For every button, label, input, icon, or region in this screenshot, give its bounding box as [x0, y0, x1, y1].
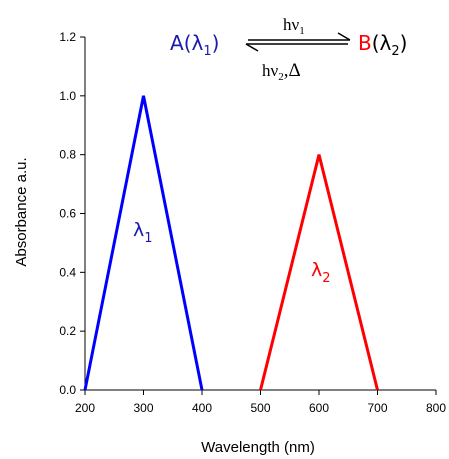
x-tick-label: 500	[250, 401, 270, 415]
y-tick-label: 0.2	[59, 324, 76, 338]
y-tick-label: 1.2	[59, 30, 76, 44]
species-b-letter: B	[358, 31, 372, 55]
y-tick-label: 0.4	[59, 265, 76, 279]
y-tick-label: 1.0	[59, 89, 76, 103]
forward-label: hν1	[283, 15, 305, 37]
y-tick-label: 0.0	[59, 383, 76, 397]
reverse-label: hν2,Δ	[262, 60, 301, 83]
x-tick-label: 200	[75, 401, 95, 415]
series-line-2	[259, 154, 379, 391]
species-a-lambda: λ	[192, 31, 204, 55]
lambda-2-label: λ2	[311, 259, 331, 286]
x-tick-label: 300	[133, 401, 153, 415]
species-b-subscript: 2	[391, 44, 399, 59]
y-tick-label: 0.6	[59, 207, 76, 221]
equilibrium-arrows	[245, 32, 351, 52]
x-tick-label: 800	[426, 401, 446, 415]
x-tick-label: 600	[309, 401, 329, 415]
species-a-subscript: 1	[203, 44, 211, 59]
lambda-1-label: λ1	[133, 219, 153, 246]
species-b-label: B(λ2)	[358, 31, 407, 59]
x-tick-label: 400	[192, 401, 212, 415]
series-line-1	[83, 95, 204, 391]
species-a-label: A(λ1)	[170, 31, 219, 59]
x-tick-label: 700	[367, 401, 387, 415]
y-axis-title: Absorbance a.u.	[13, 157, 30, 266]
ticks: 200 300 400 500 600 700 800 0.0 0.2 0.4 0.6 0.8 1.0 1…	[59, 30, 446, 415]
species-a-letter: A	[170, 31, 184, 55]
species-b-lambda: λ	[380, 31, 392, 55]
y-tick-label: 0.8	[59, 148, 76, 162]
x-axis-title: Wavelength (nm)	[201, 439, 315, 456]
reaction-scheme: A(λ1) B(λ2) hν1 hν2,Δ	[170, 15, 407, 83]
axes	[84, 37, 436, 391]
series	[83, 95, 379, 391]
